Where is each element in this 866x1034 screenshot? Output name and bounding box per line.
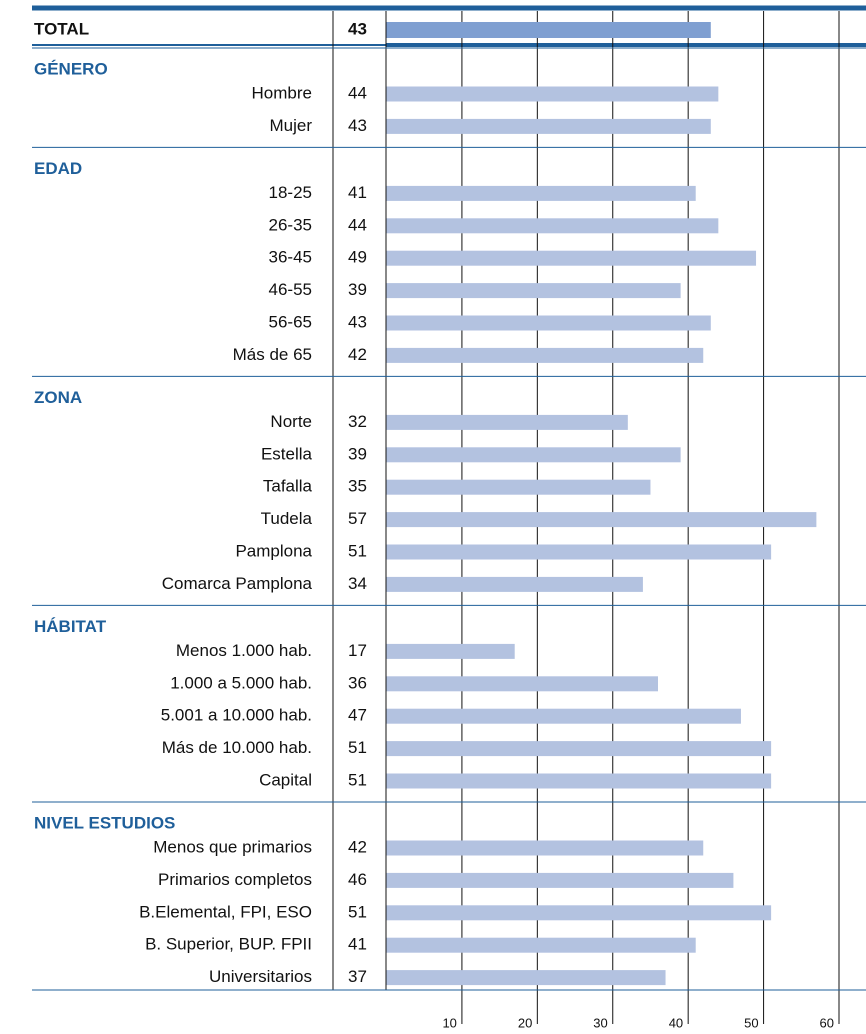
bar bbox=[386, 250, 757, 266]
group-heading: HÁBITAT bbox=[34, 617, 107, 636]
bar bbox=[386, 118, 711, 134]
bar bbox=[386, 708, 741, 724]
bar bbox=[386, 937, 696, 953]
bar bbox=[386, 970, 666, 986]
bar bbox=[386, 86, 719, 102]
row-value: 39 bbox=[348, 280, 367, 299]
bar bbox=[386, 447, 681, 463]
row-value: 41 bbox=[348, 183, 367, 202]
row-value: 34 bbox=[348, 574, 367, 593]
row-label: Tafalla bbox=[263, 477, 313, 496]
row-value: 51 bbox=[348, 541, 367, 560]
row-label: 1.000 a 5.000 hab. bbox=[170, 673, 312, 692]
total-value: 43 bbox=[348, 19, 367, 38]
row-label: Más de 65 bbox=[233, 345, 312, 364]
row-value: 39 bbox=[348, 444, 367, 463]
row-value: 44 bbox=[348, 83, 367, 102]
row-label: 36-45 bbox=[269, 248, 312, 267]
row-label: Tudela bbox=[261, 509, 313, 528]
row-label: 46-55 bbox=[269, 280, 312, 299]
bar bbox=[386, 905, 772, 921]
row-label: B.Elemental, FPI, ESO bbox=[139, 902, 312, 921]
row-value: 32 bbox=[348, 412, 367, 431]
row-label: 5.001 a 10.000 hab. bbox=[161, 706, 312, 725]
total-label: TOTAL bbox=[34, 19, 89, 38]
row-value: 47 bbox=[348, 706, 367, 725]
row-value: 49 bbox=[348, 248, 367, 267]
bar bbox=[386, 283, 681, 299]
bar bbox=[386, 218, 719, 234]
row-value: 41 bbox=[348, 935, 367, 954]
row-label: Mujer bbox=[269, 116, 312, 135]
group-heading: ZONA bbox=[34, 388, 82, 407]
row-label: Más de 10.000 hab. bbox=[162, 738, 312, 757]
row-label: Norte bbox=[270, 412, 312, 431]
row-value: 43 bbox=[348, 312, 367, 331]
row-value: 51 bbox=[348, 902, 367, 921]
row-value: 43 bbox=[348, 116, 367, 135]
group-heading: NIVEL ESTUDIOS bbox=[34, 813, 175, 832]
bar bbox=[386, 315, 711, 331]
bar bbox=[386, 872, 734, 888]
bar bbox=[386, 576, 643, 592]
row-value: 42 bbox=[348, 345, 367, 364]
x-tick-label: 60 bbox=[820, 1015, 834, 1030]
row-label: Comarca Pamplona bbox=[162, 574, 313, 593]
row-label: Capital bbox=[259, 770, 312, 789]
row-value: 42 bbox=[348, 837, 367, 856]
row-label: 26-35 bbox=[269, 215, 312, 234]
row-value: 46 bbox=[348, 870, 367, 889]
x-tick-label: 10 bbox=[442, 1015, 456, 1030]
row-label: Hombre bbox=[252, 83, 312, 102]
bar bbox=[386, 512, 817, 528]
row-label: Universitarios bbox=[209, 967, 312, 986]
bar bbox=[386, 676, 658, 692]
row-label: Primarios completos bbox=[158, 870, 312, 889]
row-label: Menos 1.000 hab. bbox=[176, 641, 312, 660]
bar bbox=[386, 347, 704, 363]
bar bbox=[386, 773, 772, 789]
x-tick-label: 20 bbox=[518, 1015, 532, 1030]
bar bbox=[386, 414, 628, 430]
row-label: B. Superior, BUP. FPII bbox=[145, 935, 312, 954]
group-heading: GÉNERO bbox=[34, 59, 108, 78]
x-tick-label: 30 bbox=[593, 1015, 607, 1030]
bar bbox=[386, 840, 704, 856]
group-heading: EDAD bbox=[34, 159, 82, 178]
row-value: 17 bbox=[348, 641, 367, 660]
row-value: 36 bbox=[348, 673, 367, 692]
bar bbox=[386, 22, 711, 38]
row-label: 56-65 bbox=[269, 312, 312, 331]
row-value: 37 bbox=[348, 967, 367, 986]
row-value: 44 bbox=[348, 215, 367, 234]
bar bbox=[386, 479, 651, 495]
row-value: 51 bbox=[348, 738, 367, 757]
bar bbox=[386, 741, 772, 757]
x-tick-label: 40 bbox=[669, 1015, 683, 1030]
row-value: 57 bbox=[348, 509, 367, 528]
row-label: 18-25 bbox=[269, 183, 312, 202]
row-label: Menos que primarios bbox=[153, 837, 312, 856]
x-tick-label: 50 bbox=[744, 1015, 758, 1030]
row-value: 51 bbox=[348, 770, 367, 789]
row-label: Estella bbox=[261, 444, 313, 463]
row-value: 35 bbox=[348, 477, 367, 496]
bar bbox=[386, 643, 515, 659]
bar bbox=[386, 185, 696, 201]
row-label: Pamplona bbox=[235, 541, 312, 560]
bar bbox=[386, 544, 772, 560]
